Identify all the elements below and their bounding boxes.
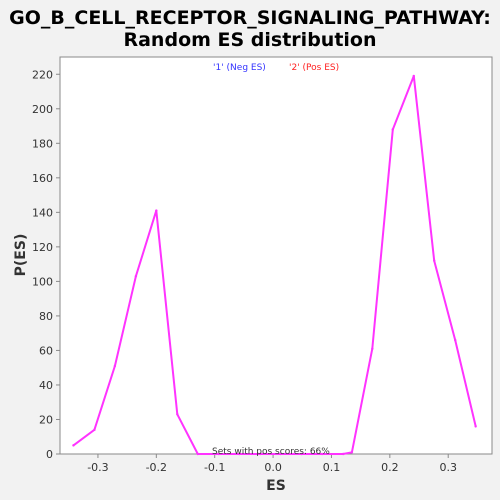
data-point bbox=[391, 128, 394, 131]
data-point bbox=[300, 452, 303, 456]
legend-entry-neg-es: '1' (Neg ES) bbox=[213, 63, 266, 73]
y-tick-label: 20 bbox=[39, 413, 53, 426]
data-point bbox=[279, 452, 282, 456]
y-axis: 0 20 40 60 80 100 120 140 160 180 200 220 bbox=[32, 68, 60, 461]
y-tick-label: 100 bbox=[32, 275, 53, 288]
y-tick-label: 80 bbox=[39, 310, 53, 323]
data-point bbox=[454, 338, 457, 342]
x-tick-label: -0.3 bbox=[87, 461, 108, 474]
y-tick-label: 220 bbox=[32, 68, 53, 81]
y-axis-label: P(ES) bbox=[13, 234, 29, 277]
legend: '1' (Neg ES) '2' (Pos ES) bbox=[213, 63, 339, 73]
y-tick-label: 0 bbox=[46, 448, 53, 461]
chart-title-line-2: Random ES distribution bbox=[123, 29, 376, 51]
x-axis: -0.3 -0.2 -0.1 0.0 0.1 0.2 0.3 bbox=[87, 454, 457, 474]
legend-entry-pos-es: '2' (Pos ES) bbox=[289, 63, 339, 73]
data-point bbox=[320, 452, 324, 456]
x-axis-label: ES bbox=[266, 478, 286, 494]
x-tick-label: 0.1 bbox=[323, 461, 341, 474]
y-tick-label: 140 bbox=[32, 206, 53, 219]
data-point bbox=[93, 428, 96, 432]
data-point bbox=[371, 347, 374, 350]
pos-scores-annotation: Sets with pos scores: 66% bbox=[212, 447, 330, 457]
chart-title-line-1: GO_B_CELL_RECEPTOR_SIGNALING_PATHWAY: bbox=[9, 7, 491, 29]
y-tick-label: 120 bbox=[32, 241, 53, 254]
x-tick-label: 0.0 bbox=[264, 461, 282, 474]
data-point bbox=[217, 452, 220, 456]
data-point bbox=[196, 452, 199, 456]
series-group bbox=[72, 74, 477, 456]
data-point bbox=[72, 444, 75, 447]
y-tick-label: 40 bbox=[39, 379, 53, 392]
y-tick-label: 160 bbox=[32, 172, 53, 185]
data-point bbox=[259, 452, 262, 456]
data-point bbox=[134, 275, 138, 278]
y-tick-label: 60 bbox=[39, 344, 53, 357]
x-tick-label: -0.1 bbox=[204, 461, 225, 474]
x-tick-label: 0.2 bbox=[381, 461, 399, 474]
data-point bbox=[238, 452, 241, 456]
data-point bbox=[176, 413, 179, 416]
y-tick-label: 200 bbox=[32, 103, 53, 116]
x-tick-label: -0.2 bbox=[146, 461, 167, 474]
x-tick-label: 0.3 bbox=[439, 461, 457, 474]
data-point bbox=[350, 451, 354, 454]
data-point bbox=[433, 259, 436, 262]
data-point bbox=[412, 74, 415, 78]
data-point bbox=[341, 452, 345, 456]
data-point bbox=[113, 364, 117, 368]
y-tick-label: 180 bbox=[32, 137, 53, 150]
data-point bbox=[474, 425, 477, 428]
plot-area bbox=[59, 56, 493, 455]
data-point bbox=[155, 209, 158, 212]
